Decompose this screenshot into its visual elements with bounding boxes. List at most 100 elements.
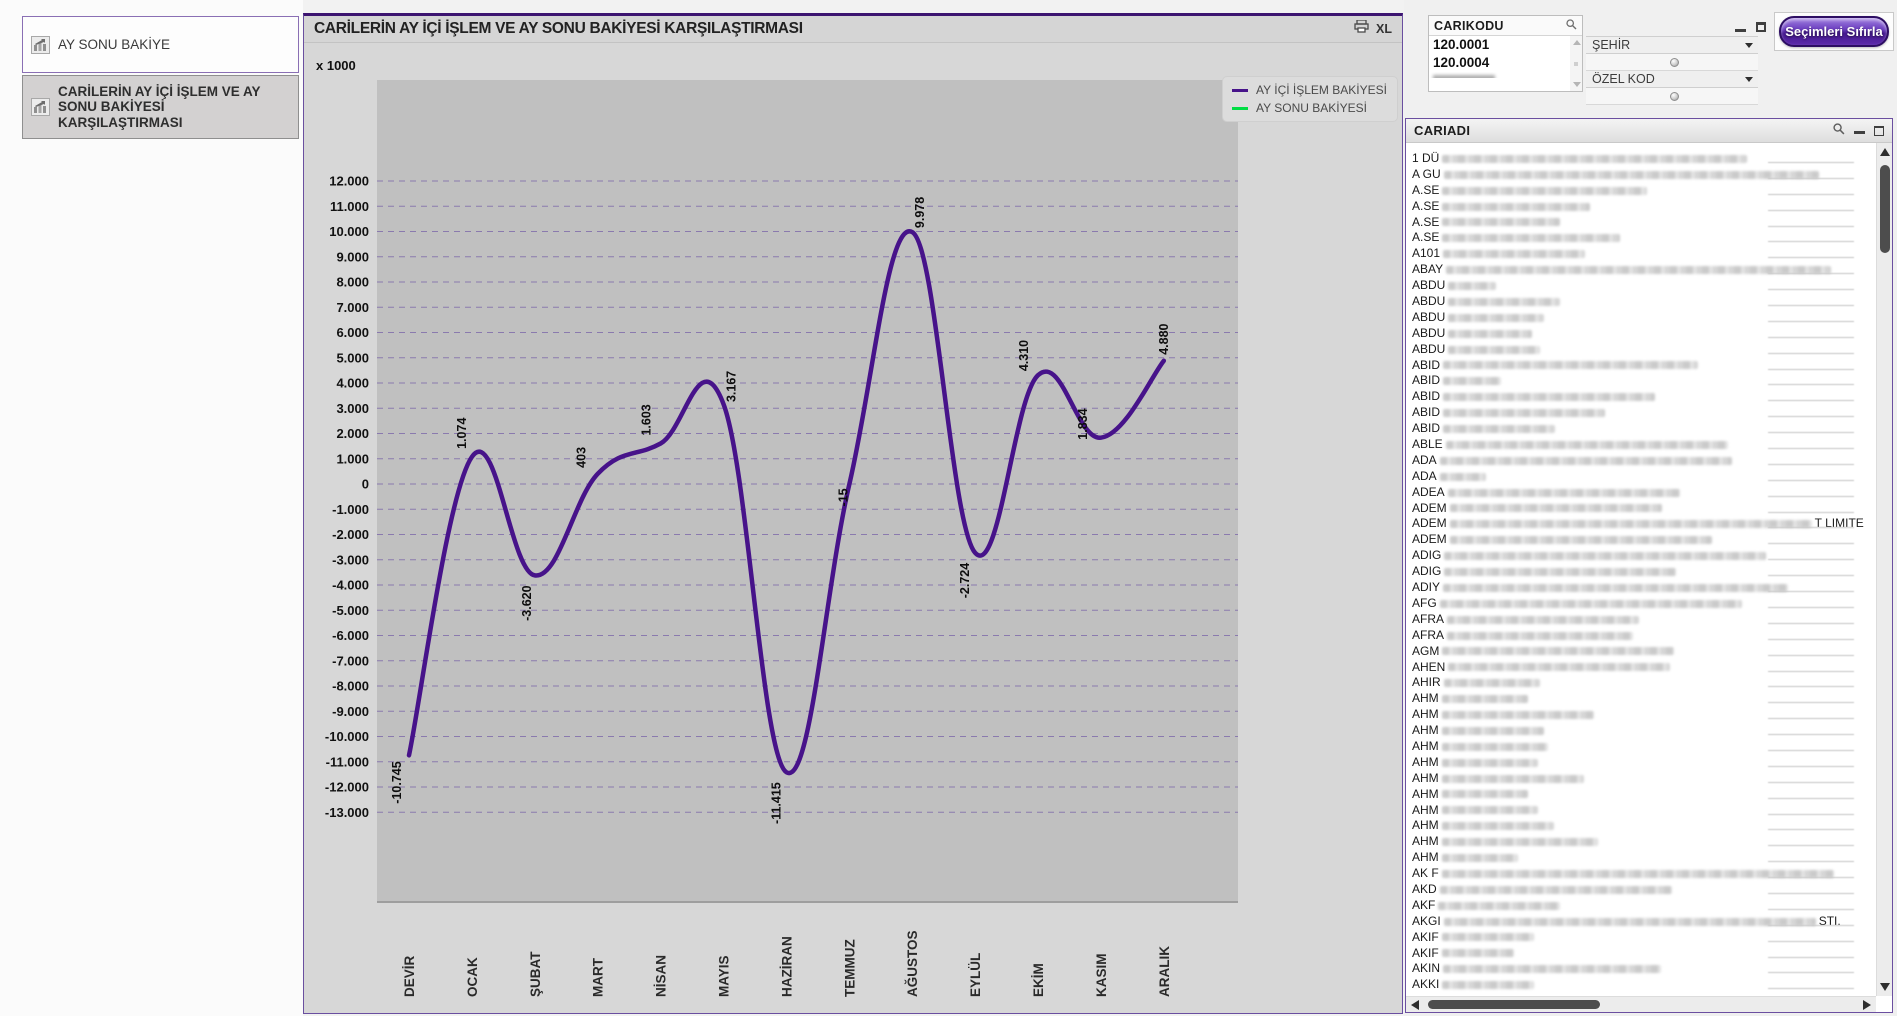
list-item[interactable]: ABDU <box>1406 278 1876 294</box>
list-item[interactable]: AHM <box>1406 739 1876 755</box>
print-icon[interactable] <box>1354 19 1369 38</box>
scroll-up-icon[interactable] <box>1880 148 1890 156</box>
redacted-text <box>1443 377 1502 386</box>
list-item[interactable]: AHM <box>1406 771 1876 787</box>
list-item-prefix: ADEM <box>1412 516 1447 531</box>
chevron-down-icon[interactable] <box>1745 77 1753 82</box>
redacted-value <box>1768 177 1854 179</box>
list-item[interactable]: ABID <box>1406 358 1876 374</box>
redacted-value <box>1768 289 1854 291</box>
list-item[interactable]: AFRA <box>1406 628 1876 644</box>
data-label: 4.310 <box>1017 340 1031 371</box>
list-item[interactable]: AHM <box>1406 787 1876 803</box>
maximize-icon[interactable] <box>1874 125 1884 136</box>
list-item[interactable]: AHM <box>1406 691 1876 707</box>
list-item[interactable]: A.SE <box>1406 199 1876 215</box>
list-item[interactable]: ABLE <box>1406 437 1876 453</box>
list-item[interactable]: ADEM T LIMITE <box>1406 516 1876 532</box>
list-item[interactable]: A.SE <box>1406 230 1876 246</box>
cariadi-vertical-scrollbar[interactable] <box>1876 143 1892 996</box>
list-item[interactable]: 1 DÜ <box>1406 151 1876 167</box>
scroll-right-icon[interactable] <box>1863 1000 1871 1010</box>
ozel-kod-field[interactable]: ÖZEL KOD <box>1586 71 1758 88</box>
list-item[interactable]: ABDU <box>1406 294 1876 310</box>
chevron-down-icon[interactable] <box>1745 43 1753 48</box>
list-item[interactable]: AHM <box>1406 755 1876 771</box>
list-item[interactable]: AHM <box>1406 803 1876 819</box>
list-item[interactable]: ADEM <box>1406 532 1876 548</box>
list-item[interactable]: AKGI STI. <box>1406 914 1876 930</box>
list-item[interactable]: ADEM <box>1406 501 1876 517</box>
list-item[interactable]: A.SE <box>1406 215 1876 231</box>
list-item[interactable]: A.SE <box>1406 183 1876 199</box>
list-item[interactable]: ABID <box>1406 373 1876 389</box>
carikodu-value[interactable]: 120.0004 <box>1429 54 1570 72</box>
cariadi-header[interactable]: CARIADI <box>1406 119 1892 143</box>
list-item[interactable]: AKF <box>1406 898 1876 914</box>
sidebar-item-carilerin-karsilastirmasi[interactable]: CARİLERİN AY İÇİ İŞLEM VE AY SONU BAKİYE… <box>22 75 299 139</box>
minimize-icon[interactable] <box>1735 28 1746 32</box>
chart-legend: AY İÇİ İŞLEM BAKİYESİ AY SONU BAKİYESİ <box>1222 76 1398 122</box>
ozel-kod-label: ÖZEL KOD <box>1592 72 1655 86</box>
list-item[interactable]: ABID <box>1406 421 1876 437</box>
scroll-thumb[interactable] <box>1880 165 1890 253</box>
list-item[interactable]: AHM <box>1406 850 1876 866</box>
maximize-icon[interactable] <box>1756 22 1766 32</box>
carikodu-scrollbar[interactable] <box>1570 36 1582 91</box>
scroll-thumb[interactable] <box>1574 62 1578 66</box>
sehir-field[interactable]: ŞEHİR <box>1586 37 1758 54</box>
list-item[interactable]: AFRA <box>1406 612 1876 628</box>
scroll-down-icon[interactable] <box>1573 82 1581 87</box>
list-item[interactable]: ABAY <box>1406 262 1876 278</box>
list-item[interactable]: ADA <box>1406 469 1876 485</box>
redacted-text <box>1448 313 1545 322</box>
list-item[interactable]: AHM <box>1406 723 1876 739</box>
list-item[interactable]: AHM <box>1406 818 1876 834</box>
search-icon[interactable] <box>1566 17 1577 35</box>
list-item[interactable]: ADIG <box>1406 564 1876 580</box>
list-item[interactable]: AKIN <box>1406 961 1876 977</box>
carikodu-header[interactable]: CARIKODU <box>1429 16 1582 36</box>
redacted-value <box>1768 956 1854 958</box>
list-item[interactable]: ADEA <box>1406 485 1876 501</box>
list-item[interactable]: AHEN <box>1406 660 1876 676</box>
list-item-prefix: ABID <box>1412 421 1441 436</box>
clear-selections-button[interactable]: Seçimleri Sıfırla <box>1779 16 1889 47</box>
list-item[interactable]: ABID <box>1406 389 1876 405</box>
data-label: 1.834 <box>1076 408 1090 439</box>
scroll-up-icon[interactable] <box>1573 40 1581 45</box>
list-item[interactable]: AFG <box>1406 596 1876 612</box>
minimize-icon[interactable] <box>1854 131 1865 134</box>
list-item[interactable]: AGM <box>1406 644 1876 660</box>
list-item[interactable]: ABID <box>1406 405 1876 421</box>
list-item[interactable]: AK F <box>1406 866 1876 882</box>
list-item[interactable]: ABDU <box>1406 342 1876 358</box>
list-item[interactable]: A101 <box>1406 246 1876 262</box>
list-item[interactable]: AHM <box>1406 707 1876 723</box>
scroll-thumb[interactable] <box>1428 1000 1600 1009</box>
carikodu-value[interactable]: 120.0001 <box>1429 36 1570 54</box>
list-item[interactable]: ABDU <box>1406 310 1876 326</box>
list-item[interactable]: AHIR <box>1406 675 1876 691</box>
scroll-down-icon[interactable] <box>1880 983 1890 991</box>
redacted-value <box>1768 273 1854 275</box>
list-item[interactable]: ADA <box>1406 453 1876 469</box>
list-item[interactable]: AKIF <box>1406 946 1876 962</box>
list-item[interactable]: AHM <box>1406 834 1876 850</box>
list-item[interactable]: AKIF <box>1406 930 1876 946</box>
sehir-value-row[interactable] <box>1586 54 1758 71</box>
ozel-kod-value-row[interactable] <box>1586 88 1758 105</box>
scroll-left-icon[interactable] <box>1411 1000 1419 1010</box>
list-item[interactable]: AKD <box>1406 882 1876 898</box>
sidebar-item-ay-sonu-bakiye[interactable]: AY SONU BAKİYE <box>22 16 299 73</box>
list-item[interactable]: ADIY <box>1406 580 1876 596</box>
list-item[interactable]: AKKI <box>1406 977 1876 993</box>
search-icon[interactable] <box>1833 122 1845 140</box>
excel-export-button[interactable]: XL <box>1376 22 1392 36</box>
list-item[interactable]: ADIG <box>1406 548 1876 564</box>
chart-caption-bar[interactable]: CARİLERİN AY İÇİ İŞLEM VE AY SONU BAKİYE… <box>304 16 1402 43</box>
list-item[interactable]: ABDU <box>1406 326 1876 342</box>
carikodu-value-clipped[interactable] <box>1429 72 1570 78</box>
cariadi-horizontal-scrollbar[interactable] <box>1406 996 1876 1012</box>
list-item[interactable]: A GU <box>1406 167 1876 183</box>
